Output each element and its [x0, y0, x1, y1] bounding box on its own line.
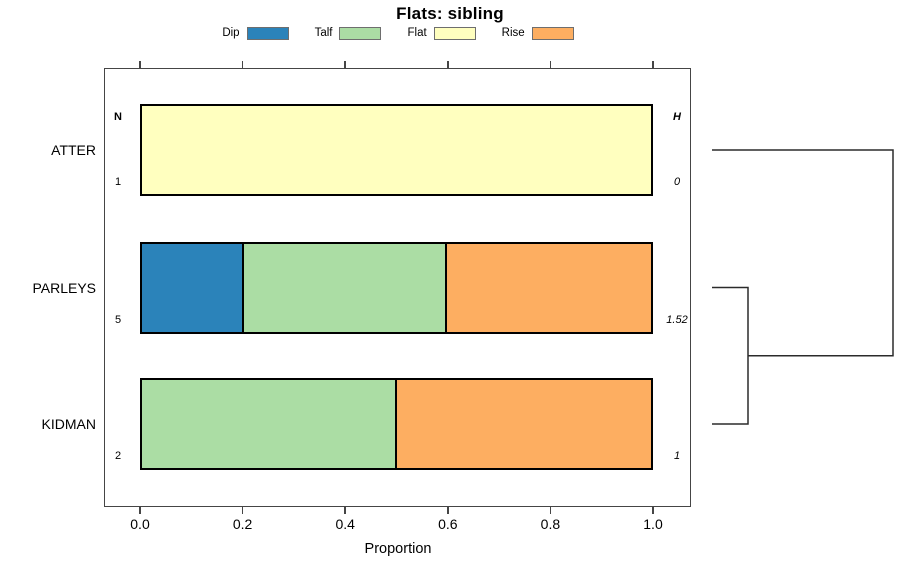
x-tick-label: 0.0: [130, 516, 150, 532]
h-value-atter: 0: [673, 176, 681, 188]
h-value-parleys: 1.52: [666, 313, 688, 326]
category-label-kidman: KIDMAN: [41, 416, 96, 432]
category-label-parleys: PARLEYS: [32, 279, 96, 296]
legend-label: Rise: [501, 26, 525, 39]
legend-label: Dip: [222, 26, 240, 39]
n-value-parleys: 5: [114, 313, 122, 326]
n-value-atter: 1: [114, 176, 122, 188]
dendrogram-branch: [712, 149, 894, 357]
x-axis-bottom-tick: [549, 507, 552, 514]
bar-parleys: [140, 241, 653, 334]
bar-kidman: [140, 378, 653, 470]
x-axis-bottom-tick: [139, 507, 141, 514]
legend-swatch-flat: [433, 26, 476, 40]
n-value-kidman: 2: [114, 450, 122, 462]
bar-segment-parleys-dip: [142, 243, 244, 332]
x-axis-top-tick: [139, 61, 141, 68]
category-label-atter: ATTER: [51, 142, 96, 158]
legend-item-talf: Talf: [315, 26, 382, 41]
legend-item-rise: Rise: [502, 26, 574, 41]
x-axis-top-tick: [344, 61, 346, 68]
x-axis-bottom-tick: [241, 507, 244, 514]
legend-swatch-rise: [531, 26, 574, 40]
bar-atter: [140, 104, 653, 196]
x-axis-label: Proportion: [364, 541, 432, 557]
x-tick-label: 0.6: [438, 516, 458, 532]
legend-label: Talf: [314, 26, 333, 39]
x-tick-label: 0.2: [232, 516, 253, 532]
bar-segment-atter-flat: [142, 106, 651, 194]
x-axis-top-tick: [241, 61, 244, 68]
bar-segment-kidman-rise: [396, 380, 651, 468]
x-axis-top-tick: [652, 61, 654, 68]
x-tick-label: 0.8: [540, 516, 561, 532]
h-column-header: H: [673, 111, 681, 123]
bar-segment-kidman-talf: [142, 380, 397, 468]
x-axis-top-tick: [549, 61, 552, 68]
legend-swatch-talf: [339, 26, 382, 40]
bar-segment-parleys-rise: [447, 243, 651, 332]
x-tick-label: 0.4: [335, 516, 355, 532]
x-axis-bottom-tick: [652, 507, 654, 514]
legend-item-flat: Flat: [407, 26, 476, 41]
legend-item-dip: Dip: [222, 26, 289, 41]
dendrogram-branch: [712, 286, 749, 425]
chart-title: Flats: sibling: [396, 4, 504, 23]
x-tick-label: 1.0: [643, 516, 663, 532]
plot-box: [104, 68, 691, 507]
n-column-header: N: [114, 111, 122, 123]
h-value-kidman: 1: [673, 450, 681, 462]
x-axis-bottom-tick: [344, 507, 346, 514]
x-axis-top-tick: [447, 61, 449, 68]
bar-segment-parleys-talf: [243, 243, 448, 332]
x-axis-bottom-tick: [447, 507, 449, 514]
legend: Dip Talf Flat Rise: [48, 25, 748, 41]
legend-swatch-dip: [246, 26, 289, 40]
legend-label: Flat: [407, 26, 427, 39]
